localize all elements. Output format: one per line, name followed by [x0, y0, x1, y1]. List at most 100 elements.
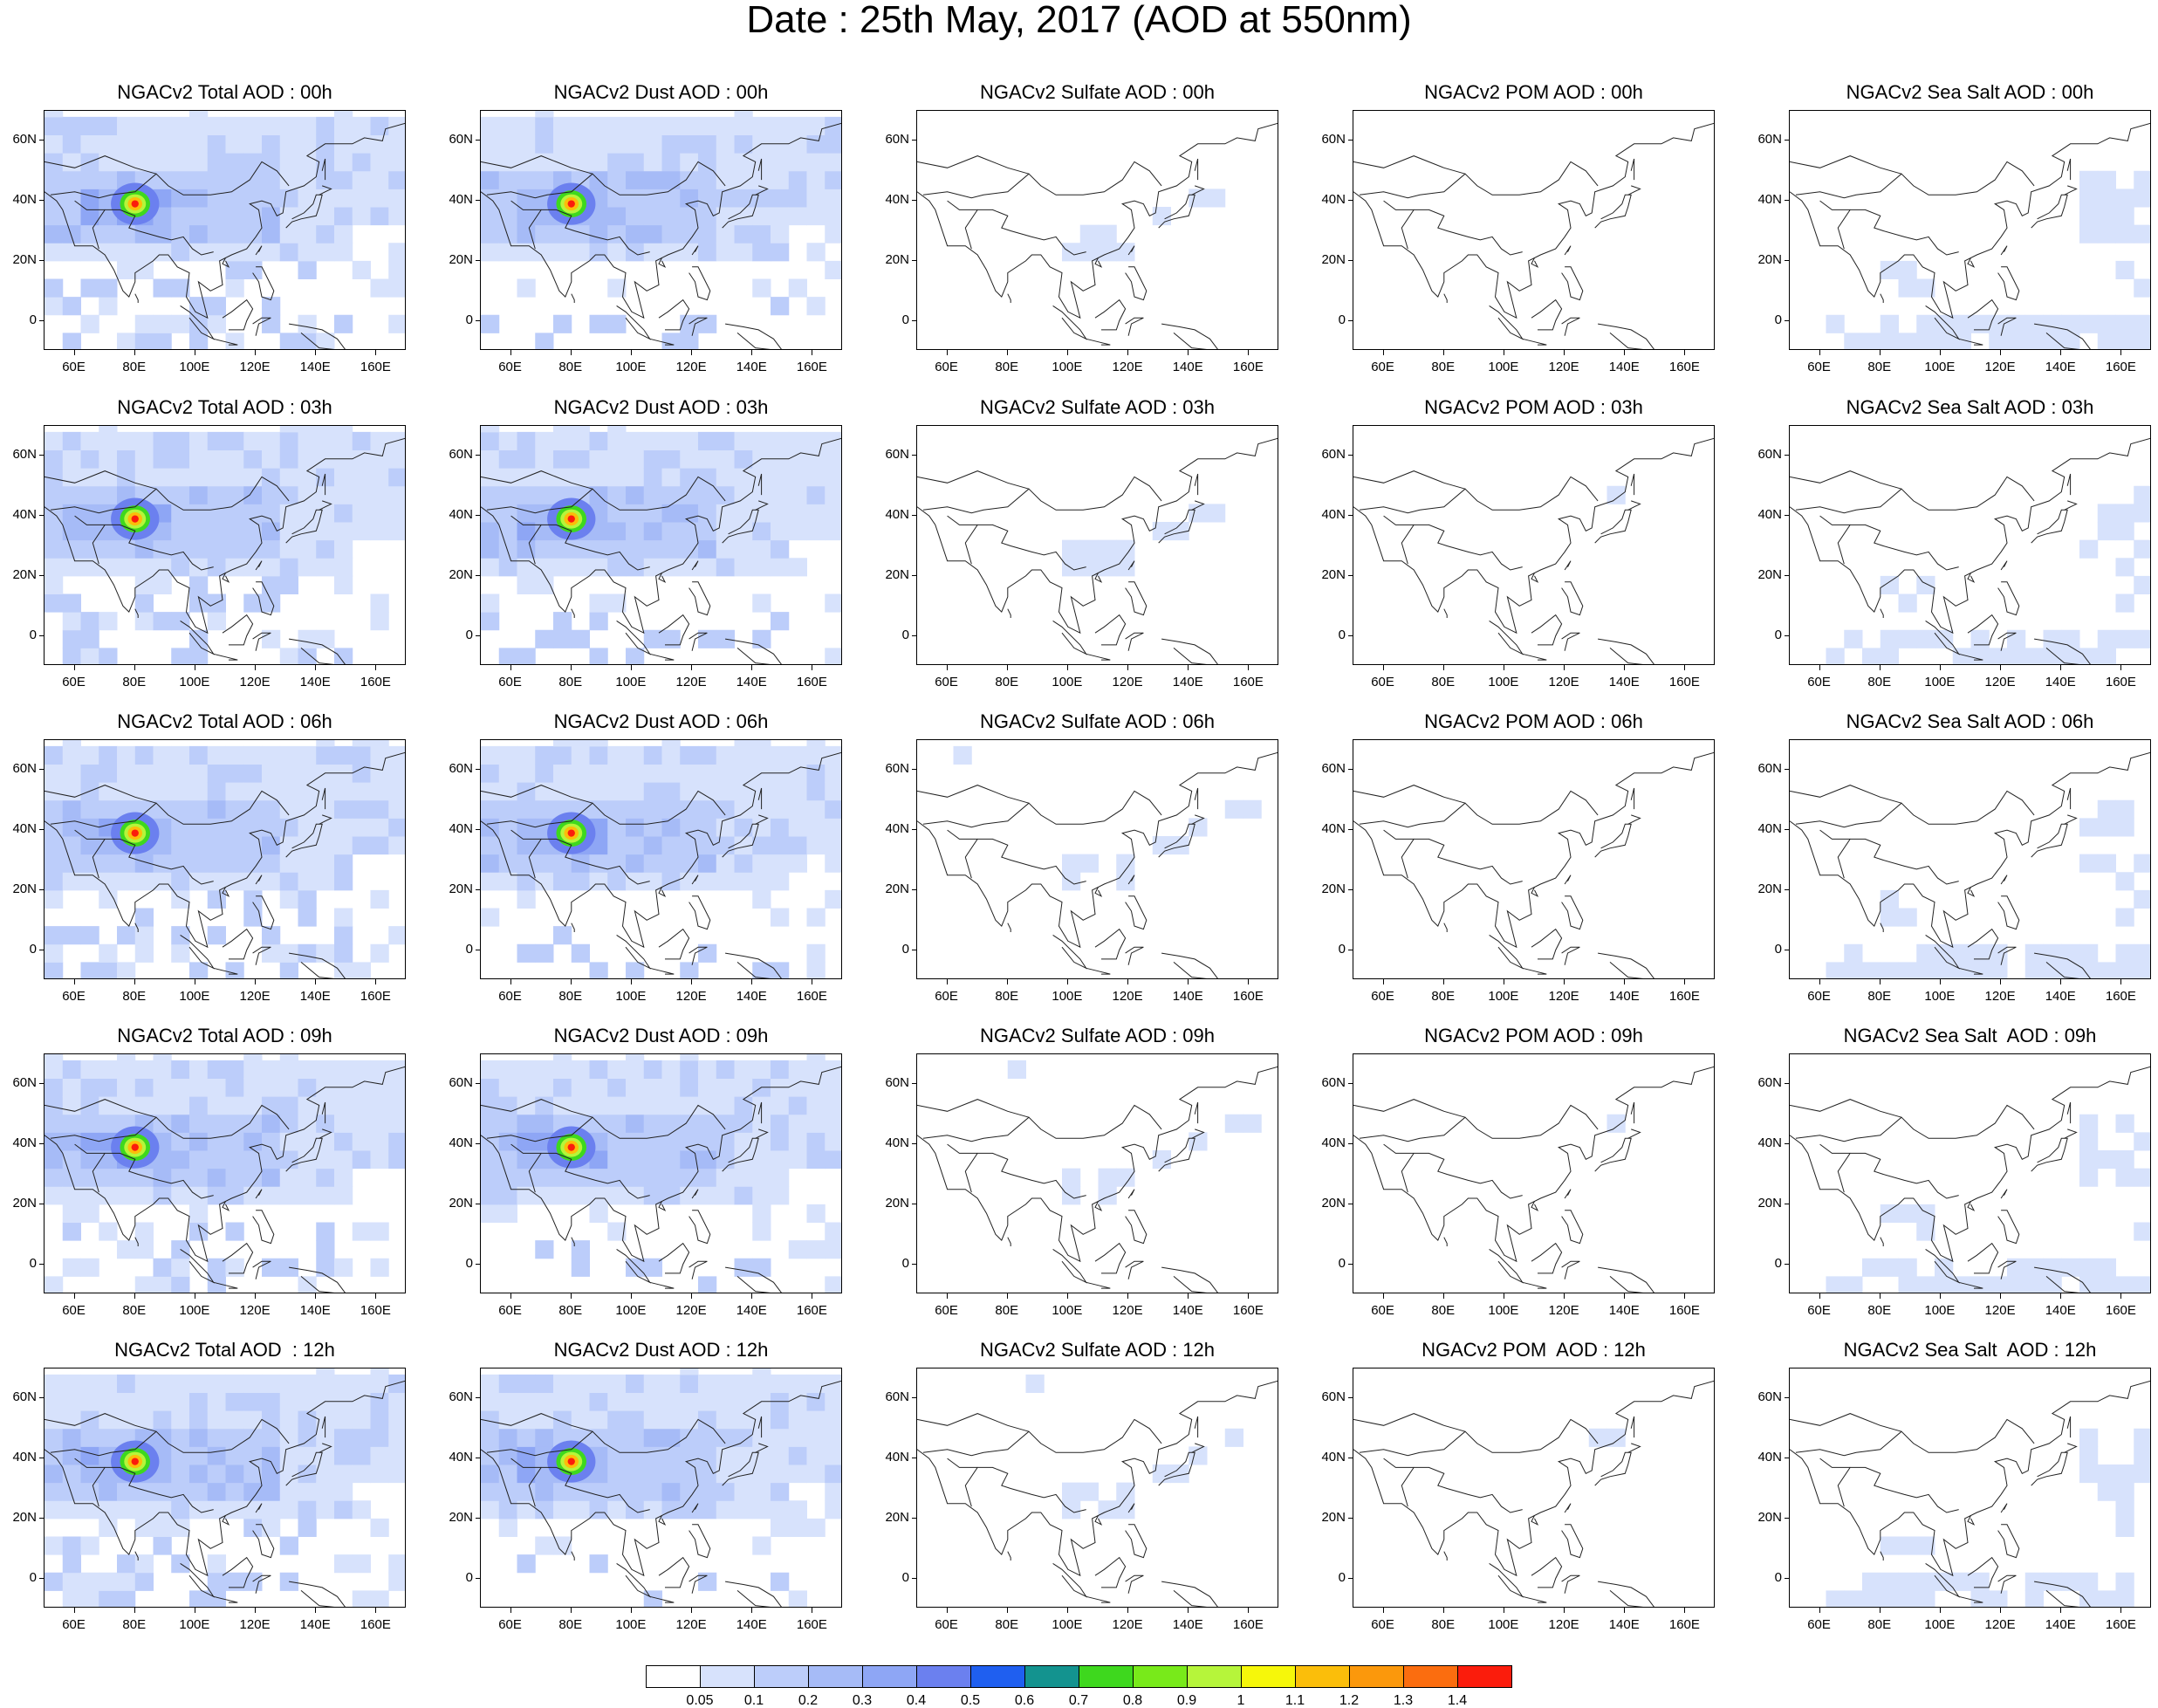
lon-tick-label: 120E: [1112, 1617, 1143, 1632]
coastline: [321, 1416, 326, 1438]
aod-cell: [825, 153, 841, 172]
aod-cell: [825, 1410, 841, 1430]
lon-tick-label: 160E: [2105, 675, 2136, 689]
aod-cell: [370, 153, 389, 172]
main-title: Date : 25th May, 2017 (AOD at 550nm): [746, 0, 1412, 41]
coastline: [1127, 1503, 1135, 1513]
aod-cell: [771, 539, 790, 559]
aod-cell: [626, 189, 645, 208]
coastline: [1094, 573, 1103, 583]
aod-cell: [698, 314, 717, 333]
lat-tick: [39, 1143, 44, 1145]
aod-cell: [171, 1392, 190, 1411]
aod-cell: [62, 1132, 81, 1151]
aod-cell: [45, 134, 64, 154]
aod-cell: [2079, 1276, 2099, 1293]
coastline: [1401, 1466, 1523, 1513]
aod-cell: [1607, 485, 1626, 504]
aod-cell: [80, 1258, 99, 1277]
aod-cell: [716, 431, 735, 450]
lon-tick: [255, 1608, 257, 1613]
lon-tick: [570, 979, 572, 984]
aod-cell: [225, 504, 244, 523]
aod-cell: [716, 449, 735, 469]
aod-cell: [243, 539, 263, 559]
aod-cell: [134, 153, 154, 172]
aod-cell: [298, 314, 317, 333]
aod-cell: [535, 558, 554, 577]
aod-cell: [62, 926, 81, 945]
coastline: [45, 155, 157, 175]
aod-cell: [45, 926, 64, 945]
aod-cell: [225, 449, 244, 469]
aod-cell: [189, 1410, 209, 1430]
aod-cell: [2134, 170, 2150, 189]
lon-tick-label: 140E: [2045, 360, 2076, 374]
aod-cell: [316, 1132, 335, 1151]
coastline: [1795, 1418, 2035, 1457]
aod-cell: [262, 522, 281, 541]
aod-cell: [698, 1428, 717, 1447]
aod-cell: [2097, 1590, 2116, 1607]
aod-cell: [626, 962, 645, 978]
aod-cell: [243, 1150, 263, 1170]
aod-cell: [370, 1464, 389, 1484]
aod-cell: [62, 1374, 81, 1393]
lat-tick: [1348, 1397, 1353, 1399]
colorbar-label: 0.7: [1068, 1693, 1089, 1708]
aod-cell: [2134, 1428, 2150, 1447]
aod-cell: [134, 745, 154, 765]
aod-cell: [1224, 1114, 1243, 1133]
aod-cell: [571, 740, 590, 747]
aod-cell: [334, 539, 353, 559]
aod-cell: [788, 1150, 807, 1170]
aod-cell: [825, 1446, 841, 1465]
lat-tick-label: 0: [901, 941, 909, 957]
coastline: [1094, 928, 1127, 960]
aod-cell: [626, 504, 645, 523]
aod-cell: [680, 449, 699, 469]
colorbar-label: 1.1: [1285, 1693, 1305, 1708]
aod-cell: [571, 1410, 590, 1430]
coastline: [1007, 1551, 1011, 1561]
aod-cell: [771, 522, 790, 541]
aod-cell: [1880, 908, 1899, 927]
aod-cell: [298, 1168, 317, 1187]
aod-cell: [370, 1060, 389, 1079]
lon-tick: [630, 665, 632, 670]
lat-tick-label: 60N: [1321, 1075, 1346, 1091]
coastline: [571, 608, 575, 618]
coastline: [252, 1574, 271, 1594]
aod-cell: [207, 134, 226, 154]
lat-tick: [912, 319, 916, 321]
aod-cell: [370, 485, 389, 504]
map-panel: [1353, 1368, 1715, 1608]
aod-cell: [62, 116, 81, 135]
aod-cell: [607, 1464, 627, 1484]
coastline: [755, 1443, 769, 1453]
lat-tick-label: 20N: [449, 1195, 473, 1211]
aod-cell: [99, 170, 118, 189]
coastline: [1127, 560, 1135, 571]
lon-tick: [1819, 1608, 1820, 1613]
aod-cell: [370, 1132, 389, 1151]
aod-cell: [334, 116, 353, 135]
aod-cell: [298, 908, 317, 927]
lon-tick: [73, 1608, 75, 1613]
coastline: [1564, 245, 1572, 256]
coastline: [1094, 1201, 1103, 1211]
aod-cell: [189, 1132, 209, 1151]
aod-cell: [279, 889, 298, 909]
aod-cell: [352, 504, 371, 523]
aod-cell: [661, 243, 681, 262]
aod-cell: [643, 170, 662, 189]
aod-cell: [589, 1410, 608, 1430]
aod-cell: [171, 1518, 190, 1537]
coastline: [1967, 573, 1976, 583]
aod-cell: [243, 1446, 263, 1465]
aod-cell: [352, 189, 371, 208]
coastline: [1125, 895, 1148, 930]
aod-cell: [553, 449, 572, 469]
aod-cell: [45, 207, 64, 226]
aod-cell: [1079, 224, 1099, 244]
